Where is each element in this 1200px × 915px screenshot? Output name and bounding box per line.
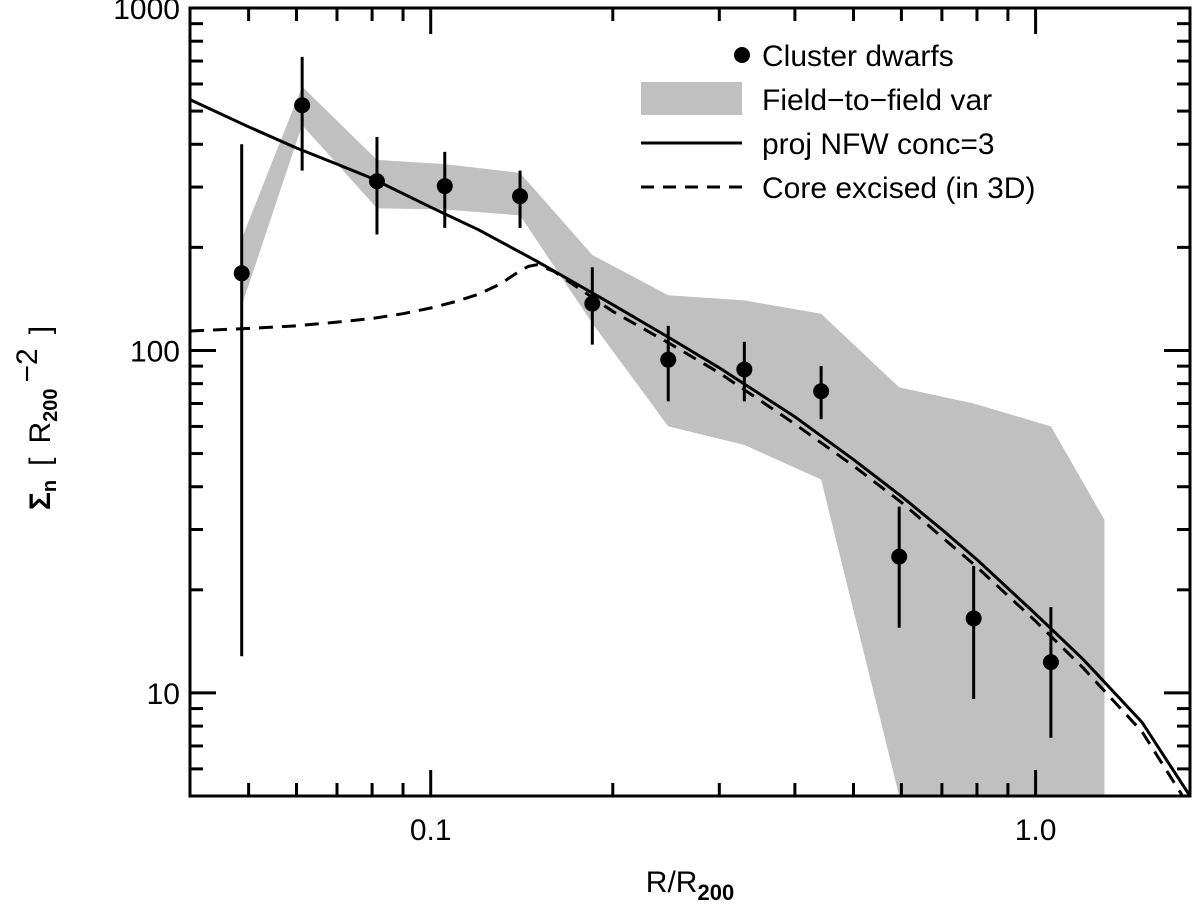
data-point: [965, 610, 982, 627]
legend-point-marker: [734, 47, 750, 63]
y-tick-label: 100: [130, 335, 180, 368]
legend: Cluster dwarfs Field−to−field var proj N…: [641, 40, 1035, 205]
model-lines-layer: [189, 98, 1192, 797]
y-tick-label: 10: [147, 678, 180, 711]
y-axis-unit-sup: −2: [11, 348, 44, 382]
tick-labels-layer: 0.1 1.0 10 100 1000: [113, 0, 1056, 847]
legend-label-band: Field−to−field var: [762, 84, 992, 117]
x-tick-label: 1.0: [1015, 814, 1057, 847]
nfw-profile-line: [189, 98, 1192, 797]
data-point: [233, 265, 250, 282]
legend-entry-points: Cluster dwarfs: [734, 40, 954, 73]
y-axis-sigma: Σ: [24, 492, 57, 510]
field-variance-band: [241, 86, 1105, 796]
y-axis-unit-sub: 200: [40, 388, 62, 421]
data-point: [584, 295, 601, 312]
legend-label-solid: proj NFW conc=3: [762, 128, 995, 161]
x-tick-label: 0.1: [410, 814, 452, 847]
y-axis-title: Σn [ R200 −2]: [11, 326, 62, 510]
x-axis-title: R/R200: [646, 866, 734, 905]
data-point: [368, 173, 385, 190]
legend-entry-dashed: Core excised (in 3D): [641, 172, 1035, 205]
axis-ticks-layer: [188, 6, 1190, 798]
field-variance-band-layer: [241, 86, 1105, 796]
y-axis-sigma-sub: n: [39, 480, 61, 492]
data-point: [512, 188, 529, 205]
y-axis-bracket-close: ]: [24, 326, 57, 334]
plot-frame: [188, 6, 1192, 798]
data-point: [813, 383, 830, 400]
data-point: [436, 178, 453, 195]
legend-label-points: Cluster dwarfs: [762, 40, 954, 73]
data-point: [736, 361, 753, 378]
data-point: [891, 548, 908, 565]
data-points-layer: [233, 56, 1059, 738]
y-axis-bracket-open: [: [24, 457, 57, 466]
legend-label-dashed: Core excised (in 3D): [762, 172, 1035, 205]
y-tick-label: 1000: [113, 0, 180, 26]
data-point: [660, 351, 677, 368]
y-axis-unit: R: [24, 422, 57, 444]
legend-entry-solid: proj NFW conc=3: [641, 128, 995, 161]
x-axis-title-sub: 200: [697, 880, 734, 905]
legend-band-swatch: [641, 82, 742, 115]
data-point: [294, 97, 311, 114]
legend-entry-band: Field−to−field var: [641, 82, 992, 117]
data-point: [1042, 654, 1059, 671]
x-axis-title-main: R/R: [646, 866, 698, 899]
core-excised-line: [189, 263, 1184, 797]
